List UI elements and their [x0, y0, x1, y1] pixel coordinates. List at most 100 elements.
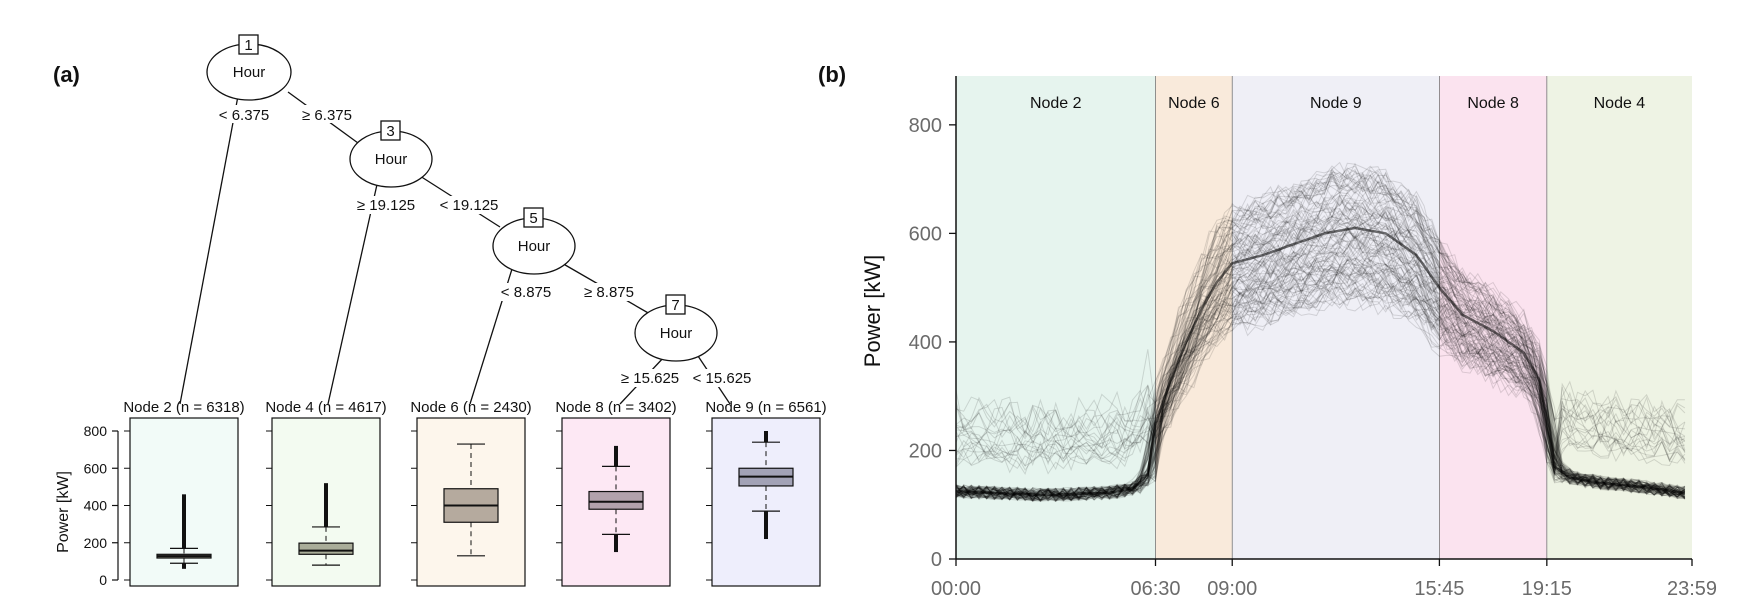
load-profile-line [955, 171, 1686, 465]
line-y-tick-label: 0 [931, 549, 942, 571]
split-n5-left: < 8.875 [501, 284, 551, 301]
terminal-node-label: Node 6 (n = 2430) [410, 399, 531, 416]
tree-node-5: 5 Hour [492, 207, 576, 275]
load-profile-line [955, 249, 1685, 499]
load-profile-line [955, 168, 1686, 465]
load-profile-line [955, 185, 1686, 500]
line-y-tick-label: 400 [909, 332, 942, 354]
load-profile-line [955, 244, 1686, 501]
terminal-node-3: Node 6 (n = 2430) [410, 399, 532, 587]
load-profile-line [955, 282, 1685, 502]
line-chart-axes: 0 200 400 600 800 00:00 06:30 09:00 15:45 19:15 23… [909, 76, 1717, 600]
load-profile-line [955, 262, 1686, 475]
node-id-1: 1 [244, 37, 252, 54]
region-label: Node 6 [1168, 95, 1220, 112]
panel-a-label: (a) [53, 62, 80, 87]
terminal-node-label: Node 8 (n = 3402) [555, 399, 676, 416]
load-profile-line [955, 288, 1686, 474]
region-node-2 [956, 76, 1156, 559]
node-7-variable: Hour [660, 325, 693, 342]
load-profile-line [955, 269, 1686, 501]
load-profile-line [955, 262, 1685, 503]
boxplots: Node 2 (n = 6318) Node 4 (n = 4617) Node 6… [123, 399, 827, 587]
load-profile-line [955, 173, 1685, 503]
load-profile-line [955, 262, 1686, 502]
load-profile-line [955, 234, 1686, 501]
load-profile-line [955, 212, 1686, 502]
boxplot-y-label: Power [kW] [55, 471, 72, 553]
split-n1-right: ≥ 6.375 [302, 107, 352, 124]
tree-node-3: 3 Hour [349, 120, 433, 188]
load-profile-line [955, 208, 1686, 501]
node-1-variable: Hour [233, 64, 266, 81]
line-x-tick-label: 09:00 [1207, 578, 1257, 600]
load-profile-line [955, 250, 1685, 475]
panel-b-label: (b) [818, 62, 846, 87]
load-profile-line [955, 196, 1686, 471]
split-n7-left: ≥ 15.625 [621, 370, 679, 387]
split-n7-right: < 15.625 [693, 370, 752, 387]
split-n5-right: ≥ 8.875 [584, 284, 634, 301]
load-profile-line [955, 241, 1686, 502]
region-node-9 [1232, 76, 1440, 559]
load-profile-line [955, 227, 1686, 470]
tree-node-1: 1 Hour [206, 34, 292, 101]
load-profile-line [955, 282, 1685, 501]
terminal-node-label: Node 9 (n = 6561) [705, 399, 826, 416]
load-profile-line [955, 261, 1686, 501]
line-y-tick-label: 200 [909, 440, 942, 462]
load-profile-line [955, 218, 1685, 480]
load-profile-line [955, 254, 1686, 500]
terminal-node-1: Node 2 (n = 6318) [123, 399, 245, 587]
terminal-node-label: Node 2 (n = 6318) [123, 399, 244, 416]
load-profile-line [955, 281, 1686, 499]
load-profile-line [955, 272, 1686, 501]
node-id-3: 3 [386, 123, 394, 140]
load-profile-line [955, 165, 1686, 475]
time-regions: Node 2 Node 6 Node 9 Node 8 Node 4 [956, 76, 1692, 559]
load-profile-line [955, 225, 1686, 499]
load-profile-line [955, 223, 1685, 501]
load-profile-line [955, 225, 1686, 502]
load-profile-line [955, 263, 1686, 474]
load-profile-line [955, 276, 1686, 501]
load-profile-line [955, 208, 1686, 502]
region-label: Node 8 [1467, 95, 1519, 112]
node-3-variable: Hour [375, 151, 408, 168]
load-profile-line [955, 238, 1685, 501]
load-profile-line [955, 266, 1686, 501]
tree-edges [179, 91, 731, 405]
load-profile-line [955, 218, 1686, 479]
load-profiles [955, 161, 1686, 503]
load-profile-line [955, 234, 1686, 502]
load-profile-line [955, 276, 1685, 498]
region-label: Node 9 [1310, 95, 1362, 112]
terminal-node-label: Node 4 (n = 4617) [265, 399, 386, 416]
boxplot-y-tick-label: 400 [84, 498, 108, 514]
load-profile-line [955, 227, 1686, 500]
load-profile-line [955, 291, 1686, 501]
load-profile-line [955, 179, 1686, 470]
split-n3-left: ≥ 19.125 [357, 197, 415, 214]
terminal-node-4: Node 8 (n = 3402) [555, 399, 677, 587]
load-profile-line [955, 220, 1686, 473]
load-profile-line [955, 199, 1686, 502]
load-profile-line [955, 194, 1685, 452]
region-label: Node 2 [1030, 95, 1082, 112]
line-x-tick-label: 19:15 [1522, 578, 1572, 600]
line-y-tick-label: 800 [909, 115, 942, 137]
node-id-7: 7 [671, 297, 679, 314]
load-profile-line [955, 212, 1686, 468]
load-profile-line [955, 162, 1686, 502]
mean-profile-line [955, 226, 1686, 497]
load-profile-line [955, 281, 1686, 476]
load-profile-line [955, 173, 1686, 472]
load-profile-line [955, 199, 1686, 501]
split-n1-left: < 6.375 [219, 107, 269, 124]
load-profile-line [955, 196, 1686, 470]
terminal-node-5: Node 9 (n = 6561) [705, 399, 827, 587]
region-label: Node 4 [1594, 95, 1646, 112]
load-profile-line [955, 257, 1686, 456]
load-profile-line [955, 264, 1686, 500]
